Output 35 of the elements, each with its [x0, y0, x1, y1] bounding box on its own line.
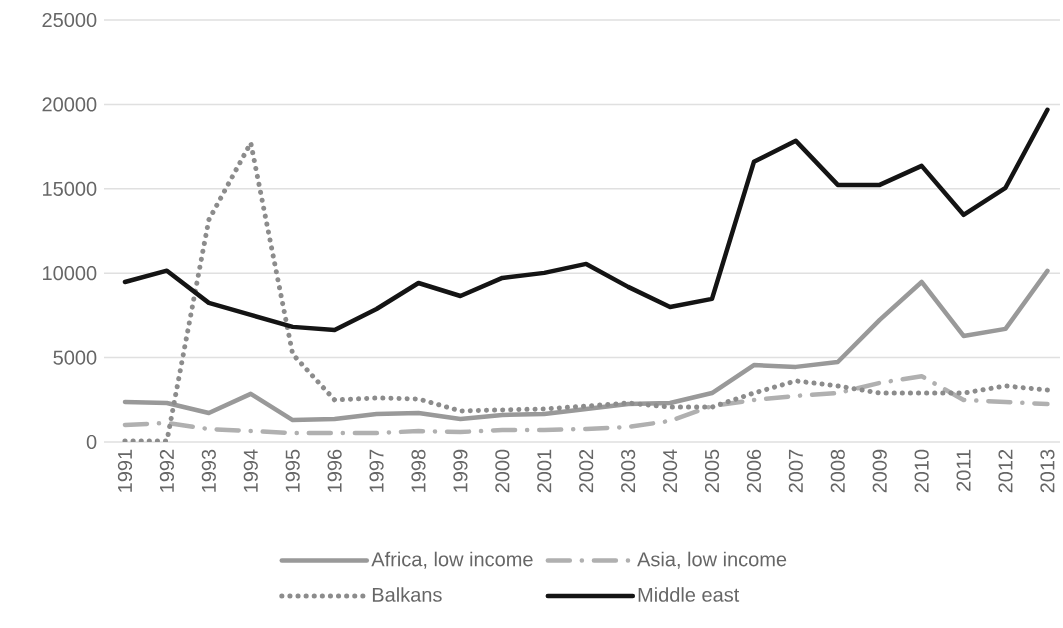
legend-label: Africa, low income — [371, 551, 533, 569]
y-tick-label: 20000 — [42, 97, 97, 112]
x-tick-label: 1993 — [201, 449, 216, 492]
x-tick-label: 2008 — [830, 449, 845, 493]
legend-label: Asia, low income — [637, 551, 787, 569]
x-tick-label: 1992 — [159, 449, 174, 492]
x-tick-label: 2000 — [495, 449, 510, 493]
x-tick-label: 2006 — [746, 449, 762, 493]
x-tick-label: 1999 — [453, 449, 468, 492]
x-tick-label: 2002 — [579, 449, 594, 493]
x-tick-label: 1998 — [411, 449, 426, 492]
x-tick-label: 2005 — [704, 449, 720, 493]
x-tick-label: 1997 — [369, 449, 384, 492]
x-tick-label: 2004 — [662, 449, 678, 493]
y-tick-label: 5000 — [53, 350, 97, 365]
line-series — [122, 107, 1050, 333]
legend-label: Balkans — [372, 587, 442, 602]
x-tick-label: 1996 — [327, 449, 342, 492]
x-tick-label: 2011 — [956, 449, 971, 491]
x-tick-label: 2003 — [621, 449, 636, 493]
x-tick-label: 2013 — [1040, 449, 1055, 493]
x-tick-label: 1991 — [117, 449, 133, 492]
x-tick-label: 2009 — [872, 449, 887, 493]
y-tick-label: 25000 — [42, 12, 97, 28]
y-tick-label: 10000 — [43, 266, 97, 281]
line-series — [122, 268, 1050, 423]
x-tick-label: 1994 — [243, 449, 258, 492]
y-tick-label: 0 — [86, 434, 97, 450]
x-tick-label: 2010 — [914, 449, 929, 493]
y-tick-label: 15000 — [43, 181, 97, 196]
x-tick-label: 2001 — [537, 449, 552, 493]
x-tick-label: 2012 — [998, 449, 1013, 493]
x-tick-label: 2007 — [788, 449, 803, 493]
legend-label: Middle east — [638, 587, 740, 602]
x-tick-label: 1995 — [285, 449, 300, 492]
